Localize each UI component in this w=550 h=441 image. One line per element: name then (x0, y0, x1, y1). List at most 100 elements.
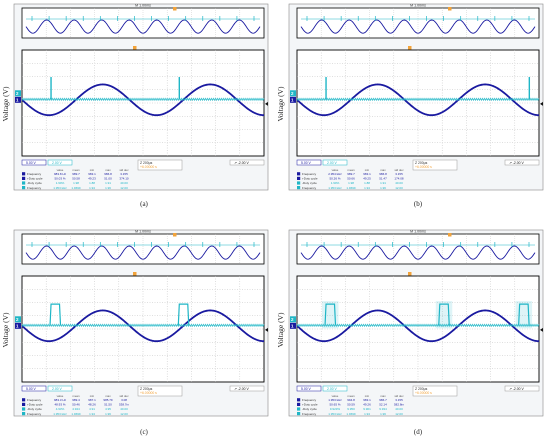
measurement-column-header: std dev (394, 394, 404, 398)
channel-1-marker-icon: 1 (290, 96, 296, 103)
measurement-value: 4.93% (56, 407, 65, 411)
measurement-column-header: value (57, 168, 64, 172)
measurement-value: 49.23 (88, 177, 96, 181)
sine-trace (296, 309, 540, 343)
measurement-value: 50.66 (347, 177, 355, 181)
measurement-column-header: min (90, 168, 95, 172)
measurement-column-header: max (380, 394, 386, 398)
ch1-scale-label: 5.00 V (301, 161, 312, 165)
measurement-value: 986.8 (104, 172, 112, 176)
measurement-value: 50.26 % (329, 177, 340, 181)
panel-caption-d: (d) (413, 428, 423, 436)
measurement-label: +Duty cycle (302, 177, 318, 181)
timebase-label: M 1.00ms (135, 230, 151, 234)
channel-1-marker-icon: 1 (15, 96, 21, 103)
measurement-value: 989.7 (347, 172, 355, 176)
measurement-value: 1.9699 (346, 186, 356, 190)
pulse-baseline-group (21, 97, 265, 102)
measurement-label: Frequency (302, 412, 317, 416)
measurement-value: 1.96 (105, 412, 111, 416)
ch1-scale-box (21, 385, 47, 392)
overview-sine-trace (300, 19, 536, 34)
ch2-scale-label: 2.00 V (52, 161, 63, 165)
pulse-highlight (322, 301, 339, 329)
pulse-square (518, 303, 530, 326)
measurement-column-header: std dev (119, 394, 129, 398)
measurement-channel-swatch (22, 412, 26, 416)
measurement-value: 50.59 (347, 403, 355, 407)
measurement-column-header: max (105, 394, 111, 398)
measurement-value: 1.90% (56, 181, 65, 185)
measurement-value: 983.1 (363, 172, 371, 176)
timebase-label: M 1.00ms (135, 4, 151, 8)
measurement-value: 9.934 (379, 407, 387, 411)
measurement-channel-swatch (22, 407, 26, 411)
pulse-baseline-trace (296, 323, 540, 328)
ch1-scale-label: 5.00 V (26, 161, 37, 165)
measurement-column-header: value (332, 168, 339, 172)
measurement-channel-swatch (297, 407, 301, 411)
channel-1-marker-icon: 1 (290, 322, 296, 329)
trigger-level-label: ↗ -2.00 V (509, 387, 524, 391)
y-axis-label: Voltage (V) (276, 312, 285, 348)
y-axis-label: Voltage (V) (1, 86, 10, 122)
channel-1-marker-icon: 1 (15, 322, 21, 329)
measurement-label: Frequency (27, 398, 42, 402)
measurement-value: 3.155 (395, 398, 403, 402)
ch2-scale-box (322, 159, 348, 166)
measurement-column-header: value (332, 394, 339, 398)
measurement-column-header: value (57, 394, 64, 398)
measurement-column-header: std dev (394, 168, 404, 172)
measurement-value: 12.00 (120, 186, 128, 190)
timebase-label: M 1.00ms (410, 4, 426, 8)
measurement-value: 1.96 (380, 412, 386, 416)
measurement-value: 983.1 (88, 172, 96, 176)
trigger-position-icon (133, 272, 137, 276)
ch2-scale-label: 2.00 V (52, 387, 63, 391)
measurement-label: -Duty cycle (27, 181, 42, 185)
svg-text:2: 2 (16, 317, 19, 322)
svg-text:2: 2 (16, 91, 19, 96)
trigger-time-label: Z 200µs (140, 161, 153, 165)
measurement-channel-swatch (22, 181, 26, 185)
measurement-column-header: mean (348, 168, 355, 172)
measurement-value: 1.9699 (71, 186, 81, 190)
measurement-label: +Duty cycle (27, 177, 43, 181)
ch2-scale-box (322, 385, 348, 392)
measurement-value: 986.7 (379, 398, 387, 402)
ch1-scale-box (296, 385, 322, 392)
timebase-box (412, 385, 458, 397)
measurement-value: 1.98 (348, 181, 354, 185)
measurement-column-header: max (105, 168, 111, 172)
measurement-value: 3.08 (121, 398, 127, 402)
panel-caption-b: (b) (413, 200, 423, 208)
channel-2-marker-icon: 2 (290, 316, 296, 323)
trigger-time-label: Z 200µs (415, 161, 428, 165)
panel-caption-a: (a) (140, 200, 148, 208)
ch2-scale-box (47, 385, 73, 392)
ch2-scale-box (47, 159, 73, 166)
measurement-value: 1.94 (364, 412, 370, 416)
measurement-column-header: min (365, 394, 370, 398)
measurement-value: 1.94 (364, 186, 370, 190)
measurement-value: 3.155 (395, 172, 403, 176)
measurement-value: 1.953 kHz (53, 186, 67, 190)
measurement-value: 51.50 (104, 403, 112, 407)
trigger-position-icon (408, 272, 412, 276)
measurement-value: 1.88 (89, 181, 95, 185)
measurement-channel-swatch (297, 176, 301, 180)
measurement-label: Frequency (27, 412, 42, 416)
measurement-value: 9.901 (363, 407, 371, 411)
pulse-square (438, 303, 450, 326)
measurement-label: +Duty cycle (27, 403, 43, 407)
measurement-value: 374.10 (119, 177, 129, 181)
measurement-column-header: mean (348, 394, 355, 398)
measurement-value: 50.03 % (54, 177, 65, 181)
scope-panel-2: Voltage (V) M 1.00ms 1 2 5.00 V 2.00 V Z 200µs… (1, 230, 269, 417)
trigger-level-box (229, 385, 265, 392)
measurement-value: 3.155 (120, 172, 128, 176)
channel-2-marker-icon: 2 (15, 90, 21, 97)
measurement-column-header: mean (73, 168, 80, 172)
sine-trace (296, 83, 540, 117)
